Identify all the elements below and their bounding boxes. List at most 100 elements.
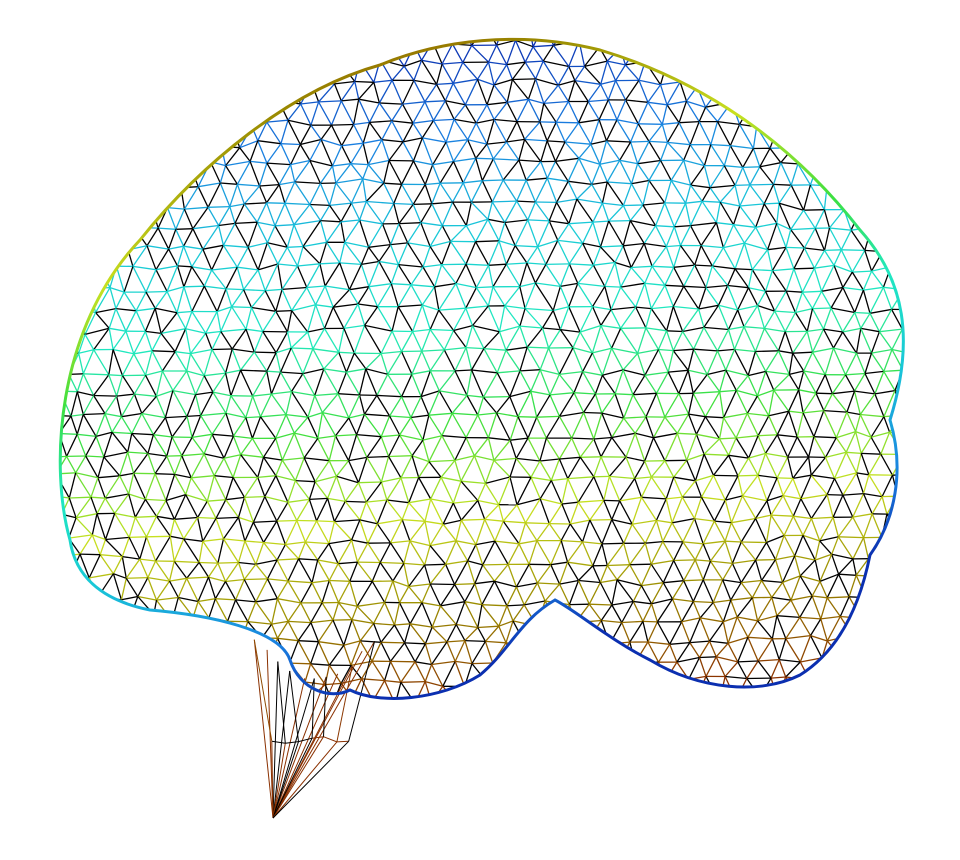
mesh-edge: [923, 536, 939, 539]
mesh-edge: [146, 227, 159, 247]
mesh-edge: [174, 328, 187, 352]
mesh-edge: [316, 520, 330, 544]
mesh-edge: [583, 684, 598, 699]
mesh-edge: [258, 162, 268, 187]
mesh-edge: [601, 412, 624, 419]
mesh-edge: [588, 603, 602, 621]
mesh-edge: [471, 325, 485, 349]
mesh-edge: [660, 81, 681, 86]
mesh-edge: [860, 413, 884, 418]
mesh-edge: [539, 103, 545, 123]
mesh-edge: [445, 141, 455, 162]
mesh-edge: [174, 474, 187, 495]
mesh-edge: [38, 272, 49, 289]
mesh-edge: [526, 327, 544, 348]
mesh-edge: [723, 390, 737, 418]
mesh-edge: [919, 374, 928, 394]
mesh-edge: [310, 124, 322, 140]
mesh-edge: [154, 473, 167, 501]
mesh-edge: [336, 475, 359, 484]
mesh-edge: [622, 369, 634, 395]
mesh-edge: [275, 352, 282, 373]
mesh-edge: [514, 219, 529, 246]
mesh-edge: [133, 453, 149, 474]
mesh-edge: [266, 371, 273, 395]
mesh-edge: [83, 373, 109, 376]
mesh-edge: [98, 717, 120, 718]
mesh-edge: [662, 522, 673, 542]
mesh-edge: [755, 542, 768, 561]
mesh-edge: [602, 369, 624, 376]
mesh-edge: [519, 262, 528, 287]
mesh-edge: [788, 410, 804, 414]
mesh-edge: [340, 202, 353, 223]
mesh-edge: [432, 120, 447, 143]
mesh-edge: [625, 39, 640, 46]
mesh-edge: [192, 206, 209, 230]
mesh-edge: [235, 599, 256, 603]
mesh-edge: [266, 370, 281, 373]
mesh-edge: [245, 417, 254, 439]
mesh-edge: [144, 499, 158, 517]
mesh-edge: [324, 262, 341, 287]
mesh-edge: [568, 580, 580, 605]
mesh-edge: [369, 39, 382, 48]
mesh-edge: [254, 351, 277, 354]
mesh-edge: [796, 436, 810, 458]
mesh-edge: [409, 623, 426, 645]
mesh-edge: [452, 182, 464, 203]
mesh-edge: [335, 182, 353, 204]
mesh-edge: [835, 104, 847, 126]
mesh-edge: [387, 373, 403, 398]
mesh-edge: [833, 264, 853, 273]
mesh-edge: [253, 351, 268, 372]
mesh-edge: [262, 437, 277, 458]
mesh-edge: [410, 623, 433, 628]
mesh-edge: [424, 164, 434, 185]
mesh-edge: [291, 47, 305, 66]
mesh-edge: [650, 563, 664, 584]
mesh-edge: [152, 146, 163, 168]
mesh-edge: [673, 245, 682, 268]
mesh-edge: [272, 741, 299, 819]
mesh-edge: [344, 482, 360, 502]
mesh-edge: [139, 43, 154, 67]
mesh-edge: [128, 473, 135, 495]
mesh-edge: [498, 605, 508, 627]
mesh-edge: [890, 595, 903, 617]
mesh-edge: [139, 558, 156, 562]
mesh-edge: [225, 395, 232, 414]
mesh-edge: [655, 498, 667, 521]
mesh-edge: [202, 538, 224, 542]
mesh-edge: [411, 455, 420, 478]
mesh-edge: [850, 656, 863, 680]
mesh-edge: [274, 39, 287, 44]
mesh-edge: [651, 305, 674, 310]
mesh-edge: [628, 662, 636, 684]
mesh-edge: [358, 368, 367, 396]
mesh-edge: [233, 39, 246, 46]
mesh-edge: [795, 43, 812, 69]
mesh-edge: [657, 643, 671, 663]
mesh-edge: [438, 307, 466, 311]
mesh-edge: [402, 141, 415, 162]
mesh-edge: [162, 655, 172, 678]
mesh-edge: [319, 165, 334, 184]
mesh-edge: [389, 415, 411, 419]
mesh-edge: [878, 331, 893, 350]
mesh-edge: [569, 263, 594, 266]
mesh-edge: [359, 519, 369, 544]
mesh-edge: [802, 392, 817, 414]
mesh-edge: [636, 353, 646, 376]
mesh-edge: [482, 540, 496, 566]
mesh-edge: [328, 563, 339, 581]
mesh-edge: [595, 643, 611, 665]
mesh-edge: [826, 616, 841, 642]
mesh-edge: [253, 520, 277, 523]
mesh-edge: [408, 498, 431, 504]
mesh-edge: [114, 225, 129, 251]
mesh-edge: [240, 351, 255, 371]
mesh-edge: [932, 125, 942, 147]
mesh-edge: [252, 395, 262, 418]
mesh-edge: [610, 662, 621, 686]
